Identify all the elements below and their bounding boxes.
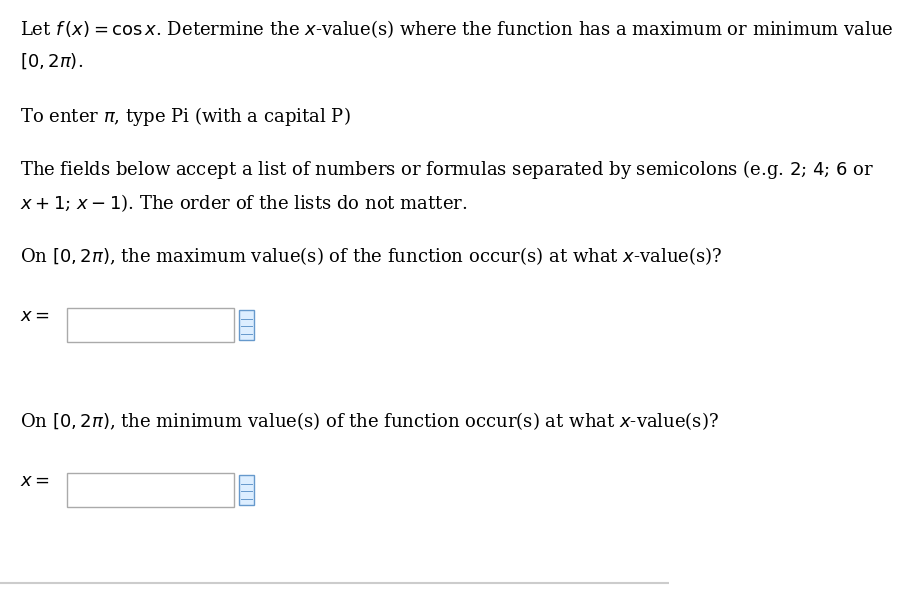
Text: $x =$: $x =$	[20, 307, 50, 325]
FancyBboxPatch shape	[67, 473, 234, 507]
Text: On $[0, 2\pi)$, the maximum value(s) of the function occur(s) at what $x$-value(: On $[0, 2\pi)$, the maximum value(s) of …	[20, 245, 723, 267]
Text: $[0, 2\pi)$.: $[0, 2\pi)$.	[20, 52, 83, 71]
FancyBboxPatch shape	[67, 308, 234, 342]
Text: $x =$: $x =$	[20, 472, 50, 490]
FancyBboxPatch shape	[239, 475, 254, 505]
FancyBboxPatch shape	[239, 310, 254, 340]
Text: To enter $\pi$, type Pi (with a capital P): To enter $\pi$, type Pi (with a capital …	[20, 105, 351, 128]
Text: On $[0, 2\pi)$, the minimum value(s) of the function occur(s) at what $x$-value(: On $[0, 2\pi)$, the minimum value(s) of …	[20, 410, 719, 432]
Text: $x + 1$; $x - 1$). The order of the lists do not matter.: $x + 1$; $x - 1$). The order of the list…	[20, 192, 467, 214]
Text: Let $f\,(x) = \cos x$. Determine the $x$-value(s) where the function has a maxim: Let $f\,(x) = \cos x$. Determine the $x$…	[20, 18, 897, 39]
Text: The fields below accept a list of numbers or formulas separated by semicolons (e: The fields below accept a list of number…	[20, 158, 875, 181]
